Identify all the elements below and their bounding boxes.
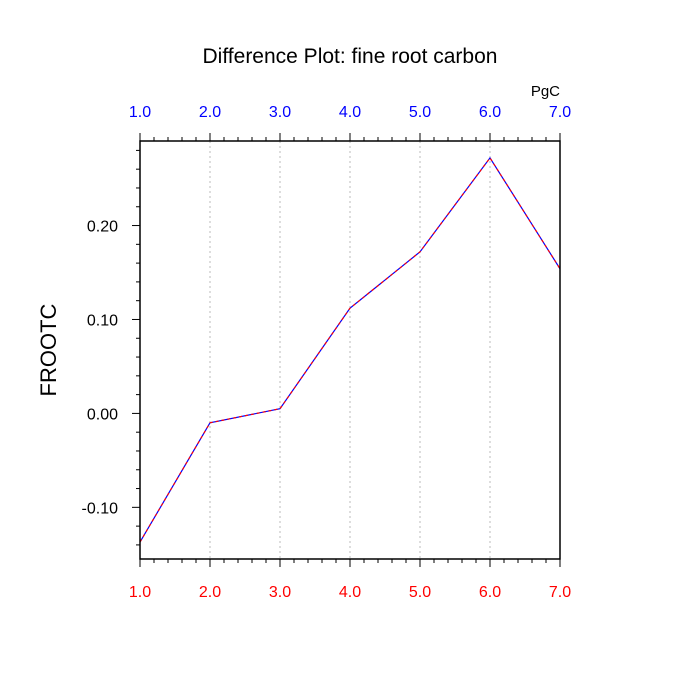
x-tick-label-top: 7.0 — [549, 104, 571, 121]
x-tick-label-top: 6.0 — [479, 104, 501, 121]
x-tick-label-bottom: 2.0 — [199, 584, 221, 601]
x-tick-label-top: 4.0 — [339, 104, 361, 121]
x-tick-label-top: 3.0 — [269, 104, 291, 121]
x-tick-label-top: 1.0 — [129, 104, 151, 121]
series-line-blue — [139, 156, 561, 543]
x-tick-label-bottom: 6.0 — [479, 584, 501, 601]
x-tick-label-bottom: 7.0 — [549, 584, 571, 601]
x-tick-label-bottom: 1.0 — [129, 584, 151, 601]
x-tick-label-top: 2.0 — [199, 104, 221, 121]
series-lines — [139, 156, 561, 543]
y-tick-label: 0.20 — [87, 219, 118, 236]
series-line-red — [139, 156, 561, 543]
y-tick-label: -0.10 — [82, 500, 119, 517]
x-tick-label-bottom: 5.0 — [409, 584, 431, 601]
chart-title: Difference Plot: fine root carbon — [203, 45, 498, 68]
x-tick-label-bottom: 4.0 — [339, 584, 361, 601]
axis-ticks — [132, 133, 561, 567]
y-tick-label: 0.00 — [87, 406, 118, 423]
units-label: PgC — [531, 83, 560, 100]
y-tick-label: 0.10 — [87, 312, 118, 329]
x-tick-label-bottom: 3.0 — [269, 584, 291, 601]
tick-labels: -0.10 0.00 0.10 0.20 1.0 1.0 2.0 2.0 3.0 3.0 4.0 4.… — [82, 104, 572, 601]
y-axis-label: FROOTC — [36, 303, 61, 396]
x-tick-label-top: 5.0 — [409, 104, 431, 121]
grid-lines — [209, 141, 491, 559]
